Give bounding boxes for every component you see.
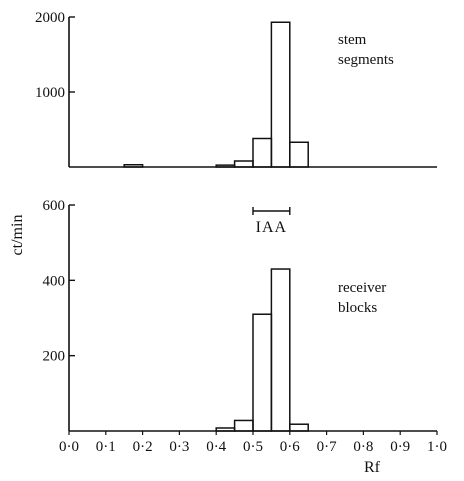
histogram-bar bbox=[252, 137, 273, 168]
histogram-bar bbox=[289, 423, 309, 432]
top-panel-stem-segments: 2000 1000 stem segments bbox=[35, 10, 437, 168]
iaa-label: IAA bbox=[256, 219, 287, 236]
histogram-bar bbox=[123, 164, 144, 168]
x-tick-label: 0·0 bbox=[59, 439, 79, 455]
x-tick-label: 0·7 bbox=[317, 439, 337, 455]
y-tick-label: 200 bbox=[43, 349, 66, 365]
x-tick-label: 0·9 bbox=[390, 439, 410, 455]
x-tick-label: 0·3 bbox=[169, 439, 189, 455]
y-axis-title: ct/min bbox=[9, 215, 26, 256]
x-tick-label: 0·6 bbox=[280, 439, 300, 455]
histogram-bar bbox=[270, 268, 291, 432]
histogram-bar bbox=[289, 141, 309, 168]
y-tick-label: 600 bbox=[43, 198, 66, 214]
panel-annotation-stem-segments: segments bbox=[338, 52, 394, 68]
panel-annotation-receiver-blocks: blocks bbox=[338, 300, 377, 316]
x-tick-label: 0·4 bbox=[206, 439, 226, 455]
panel-annotation-stem-segments: stem bbox=[338, 32, 367, 48]
x-axis-title: Rf bbox=[364, 459, 381, 476]
x-tick-label: 0·5 bbox=[243, 439, 263, 455]
x-tick-label: 1·0 bbox=[427, 439, 447, 455]
x-axis: 0·0 0·1 0·2 0·3 0·4 0·5 0·6 0·7 0·8 0·9 1·0 bbox=[59, 431, 447, 455]
histogram-bar bbox=[252, 313, 273, 432]
x-tick-label: 0·2 bbox=[133, 439, 153, 455]
histogram-bar bbox=[215, 427, 236, 432]
y-tick-label: 1000 bbox=[35, 85, 65, 101]
y-tick-label: 400 bbox=[43, 273, 66, 289]
x-tick-label: 0·8 bbox=[353, 439, 373, 455]
histogram-bar bbox=[233, 160, 254, 168]
panel-annotation-receiver-blocks: receiver bbox=[338, 280, 386, 296]
y-tick-label: 2000 bbox=[35, 10, 65, 26]
histogram-bar bbox=[270, 21, 291, 168]
bottom-panel-receiver-blocks: 600 400 200 receiver blocks bbox=[43, 198, 437, 432]
x-tick-label: 0·1 bbox=[96, 439, 116, 455]
histogram-bar bbox=[215, 164, 236, 168]
histogram-bar bbox=[233, 419, 254, 432]
iaa-marker: IAA bbox=[252, 207, 291, 236]
